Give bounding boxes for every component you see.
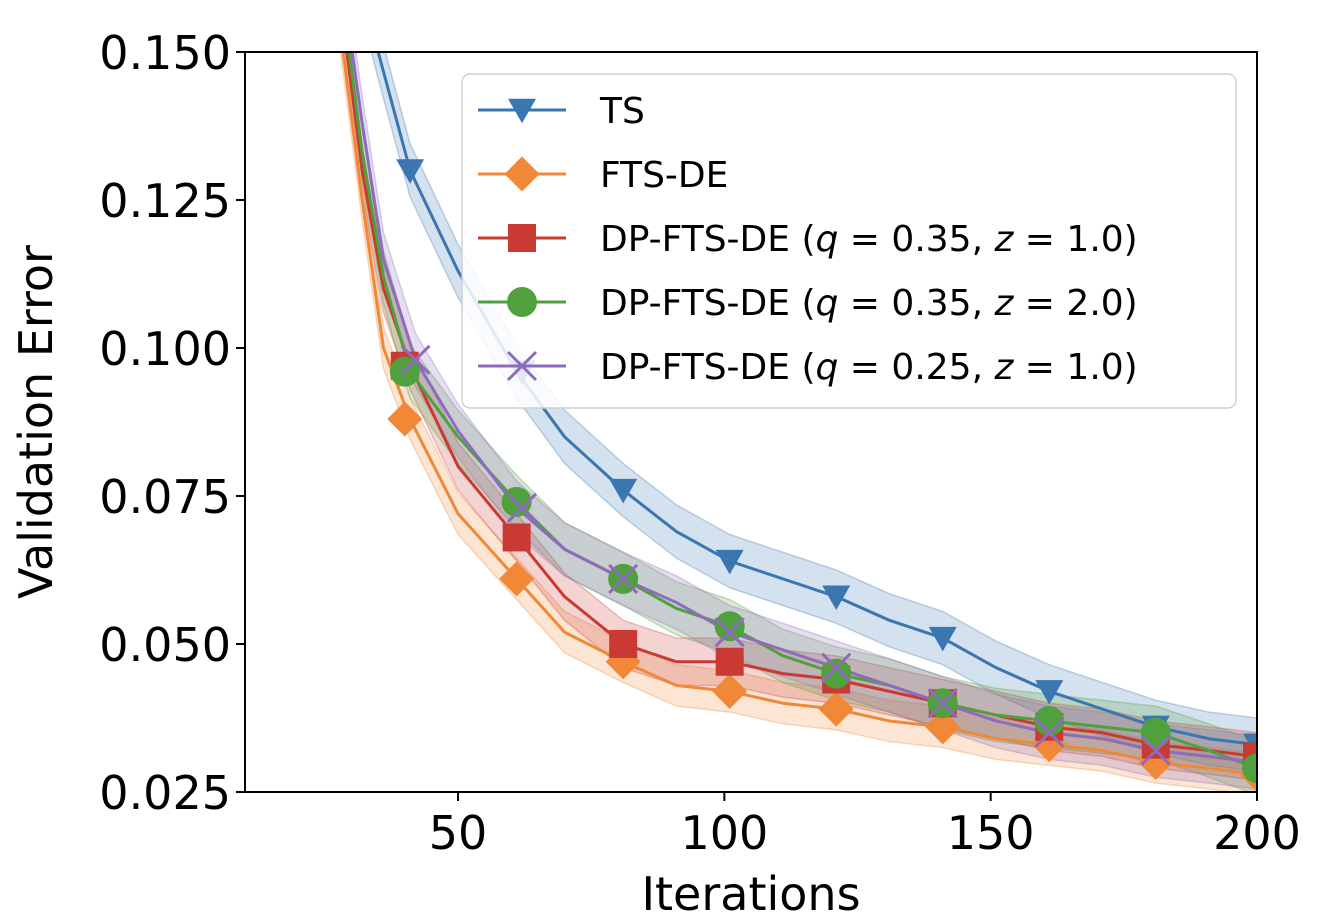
marker-series-1-1: [499, 561, 535, 597]
y-axis-label: Validation Error: [9, 245, 63, 599]
legend: TS FTS-DE DP-FTS-DE (q = 0.35, z = 1.0) DP-…: [461, 73, 1237, 409]
y-tick-label-4: 0.125: [99, 174, 231, 228]
marker-series-4-1: [506, 492, 538, 523]
legend-label-2: DP-FTS-DE (q = 0.35, z = 1.0): [600, 219, 1138, 260]
marker-series-3-6: [1034, 705, 1065, 736]
marker-series-2-2: [609, 630, 638, 658]
marker-series-4-0: [400, 344, 431, 375]
legend-label-1: FTS-DE: [600, 155, 728, 196]
legend-marker-1: [504, 156, 540, 192]
x-axis: 50 100 150 200: [429, 792, 1301, 860]
x-axis-label: Iterations: [641, 867, 860, 921]
band-series-1: [339, 52, 1257, 792]
y-tick-label-0: 0.025: [99, 766, 231, 820]
legend-marker-2: [508, 224, 536, 252]
marker-series-1-4: [818, 691, 854, 727]
marker-series-0-3: [715, 549, 744, 575]
legend-box: [461, 73, 1237, 409]
band-series-4: [347, 52, 1257, 790]
line-series-0: [376, 52, 1257, 747]
legend-label-3: DP-FTS-DE (q = 0.35, z = 2.0): [600, 283, 1138, 324]
line-series-1: [341, 52, 1257, 776]
marker-series-0-0: [396, 159, 425, 184]
y-axis: 0.025 0.050 0.075 0.100 0.125 0.150: [99, 26, 245, 820]
x-tick-label-1: 100: [680, 806, 768, 860]
marker-series-1-0: [387, 401, 423, 437]
marker-series-0-5: [928, 626, 957, 652]
band-series-2: [343, 52, 1257, 781]
marker-series-4-3: [714, 617, 745, 648]
marker-series-3-3: [714, 611, 745, 642]
legend-label-0: TS: [599, 91, 645, 132]
x-tick-label-0: 50: [429, 806, 488, 860]
legend-label-4: DP-FTS-DE (q = 0.25, z = 1.0): [600, 347, 1138, 388]
y-tick-label-5: 0.150: [99, 26, 231, 80]
band-series-0: [370, 52, 1257, 773]
marker-series-0-2: [609, 478, 638, 504]
marker-series-4-4: [821, 652, 852, 683]
marker-series-4-2: [608, 563, 639, 594]
y-tick-label-3: 0.100: [99, 322, 231, 376]
x-tick-label-3: 200: [1213, 806, 1301, 860]
marker-series-3-7: [1140, 717, 1171, 748]
marker-series-4-7: [1140, 735, 1171, 766]
marker-series-3-4: [821, 658, 852, 689]
marker-series-1-5: [925, 709, 961, 745]
x-tick-label-2: 150: [947, 806, 1035, 860]
marker-series-4-5: [927, 688, 958, 719]
legend-marker-0: [508, 98, 536, 124]
marker-series-2-1: [502, 523, 531, 552]
line-series-4: [350, 52, 1257, 764]
marker-series-4-6: [1034, 717, 1065, 748]
marker-series-0-6: [1035, 680, 1064, 705]
legend-marker-3: [507, 287, 537, 317]
y-tick-label-2: 0.075: [99, 470, 231, 524]
y-tick-label-1: 0.050: [99, 618, 231, 672]
plot-frame: [244, 51, 1258, 793]
marker-series-2-3: [715, 647, 744, 676]
series-lines: [341, 52, 1257, 776]
marker-series-0-4: [822, 585, 851, 610]
marker-series-1-3: [712, 673, 748, 709]
legend-marker-4: [506, 350, 538, 382]
marker-series-3-8: [1242, 753, 1257, 784]
